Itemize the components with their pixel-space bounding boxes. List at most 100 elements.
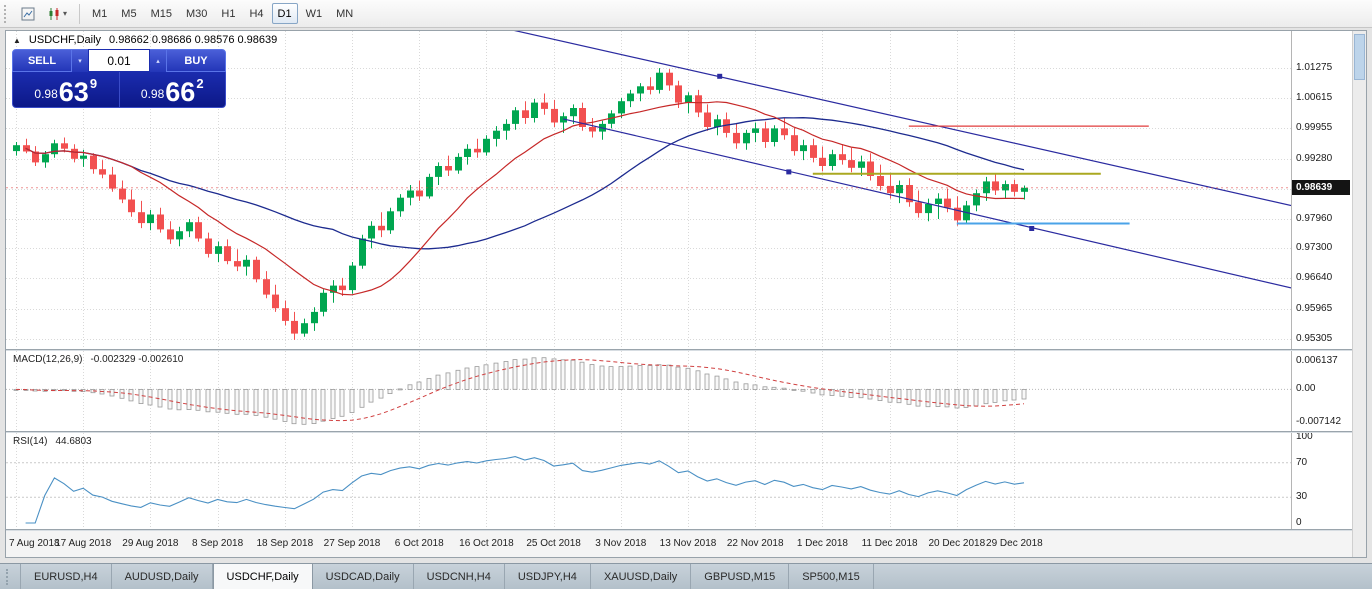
- date-label: 7 Aug 2018: [9, 538, 60, 549]
- rsi-grid: [16, 433, 1015, 529]
- rsi-indicator-label: RSI(14) 44.6803: [13, 436, 92, 447]
- macd-scale[interactable]: 0.006137 0.00 -0.007142: [1291, 351, 1352, 431]
- price-tick-label: 0.97960: [1296, 212, 1333, 224]
- chart-tabs-bar: EURUSD,H4 AUDUSD,Daily USDCHF,Daily USDCAD,…: [0, 563, 1372, 589]
- buy-price-display[interactable]: 0.98 66 2: [120, 72, 226, 107]
- sell-price-display[interactable]: 0.98 63 9: [13, 72, 120, 107]
- timeframe-m30-button[interactable]: M30: [180, 3, 213, 24]
- timeframe-h1-button[interactable]: H1: [215, 3, 241, 24]
- buy-price-sup: 2: [196, 76, 204, 91]
- chart-symbol-label: USDCHF,Daily: [28, 34, 102, 46]
- rsi-scale-label: 100: [1296, 433, 1313, 442]
- date-label: 18 Sep 2018: [256, 538, 314, 549]
- date-label: 6 Oct 2018: [394, 538, 444, 549]
- panel-resize-divider[interactable]: [6, 349, 1352, 351]
- chart-ohlc-header: ▲ USDCHF,Daily 0.98662 0.98686 0.98576 0…: [13, 34, 277, 46]
- new-chart-icon[interactable]: [15, 3, 41, 24]
- rsi-value: 44.6803: [55, 436, 92, 447]
- chart-tab-xauusd-daily[interactable]: XAUUSD,Daily: [591, 564, 692, 589]
- trendline-handle[interactable]: [1029, 226, 1035, 231]
- chart-tab-gbpusd-m15[interactable]: GBPUSD,M15: [691, 564, 790, 589]
- rsi-scale-label: 30: [1296, 491, 1308, 503]
- trendlines-layer[interactable]: [501, 31, 1291, 289]
- price-tick-label: 1.01275: [1296, 62, 1333, 74]
- sell-button[interactable]: SELL: [12, 49, 72, 72]
- trendline-handle[interactable]: [717, 73, 723, 79]
- time-axis[interactable]: 7 Aug 2018 17 Aug 2018 29 Aug 2018 8 Sep 20…: [6, 531, 1352, 557]
- candles-glyph: [49, 7, 59, 20]
- scrollbar-thumb[interactable]: [1354, 34, 1365, 80]
- volume-decrease-button[interactable]: ▾: [72, 49, 88, 72]
- chart-objects-icon[interactable]: ▾: [41, 3, 73, 24]
- date-label: 1 Dec 2018: [796, 538, 848, 549]
- price-scale[interactable]: 0.98639 1.012751.006150.999550.992800.98…: [1291, 31, 1352, 349]
- price-tick-label: 0.99955: [1296, 122, 1333, 134]
- date-label: 29 Aug 2018: [122, 538, 179, 549]
- timeframe-w1-button[interactable]: W1: [300, 3, 329, 24]
- chart-tab-eurusd-h4[interactable]: EURUSD,H4: [20, 564, 112, 589]
- chevron-down-icon: ▾: [63, 9, 68, 18]
- buy-button[interactable]: BUY: [166, 49, 226, 72]
- chart-tab-usdchf-daily[interactable]: USDCHF,Daily: [212, 564, 313, 589]
- price-tick-label: 0.95965: [1296, 302, 1333, 314]
- sell-price-prefix: 0.98: [34, 87, 58, 101]
- main-price-plot[interactable]: ▲ USDCHF,Daily 0.98662 0.98686 0.98576 0…: [6, 31, 1291, 349]
- trendline[interactable]: [501, 31, 1291, 207]
- timeframe-m15-button[interactable]: M15: [145, 3, 178, 24]
- chart-tab-usdjpy-h4[interactable]: USDJPY,H4: [505, 564, 591, 589]
- chart-scrollbar[interactable]: [1352, 31, 1366, 557]
- timeframe-d1-button[interactable]: D1: [271, 3, 298, 24]
- ma-slow-line[interactable]: [25, 117, 1025, 250]
- timeframe-mn-button[interactable]: MN: [330, 3, 359, 24]
- rsi-scale-label: 0: [1296, 517, 1302, 528]
- chart-tab-audusd-daily[interactable]: AUDUSD,Daily: [112, 564, 213, 589]
- macd-values: -0.002329 -0.002610: [90, 354, 184, 365]
- date-label: 3 Nov 2018: [595, 538, 647, 549]
- sell-price-sup: 9: [89, 76, 98, 91]
- trendline-handle[interactable]: [786, 169, 792, 175]
- timeframe-m1-button[interactable]: M1: [86, 3, 113, 24]
- price-tick-label: 0.96640: [1296, 272, 1333, 284]
- toolbar-drag-handle[interactable]: [4, 4, 10, 23]
- macd-panel[interactable]: MACD(12,26,9) -0.002329 -0.002610: [6, 351, 1291, 431]
- buy-price-big: 66: [165, 77, 196, 107]
- volume-input[interactable]: [88, 49, 150, 72]
- macd-histogram: [13, 357, 1027, 425]
- timeframe-m5-button[interactable]: M5: [115, 3, 142, 24]
- date-label: 11 Dec 2018: [861, 538, 918, 549]
- date-label: 25 Oct 2018: [526, 538, 581, 549]
- rsi-panel[interactable]: RSI(14) 44.6803: [6, 433, 1291, 529]
- macd-name: MACD(12,26,9): [13, 354, 83, 365]
- timeframe-button-group: M1 M5 M15 M30 H1 H4 D1 W1 MN: [86, 3, 359, 24]
- macd-indicator-label: MACD(12,26,9) -0.002329 -0.002610: [13, 354, 183, 365]
- chart-tab-usdcad-daily[interactable]: USDCAD,Daily: [313, 564, 414, 589]
- panel-resize-divider[interactable]: [6, 529, 1352, 531]
- date-label: 8 Sep 2018: [192, 538, 244, 549]
- candlestick-series[interactable]: [13, 68, 1028, 340]
- timeframe-h4-button[interactable]: H4: [243, 3, 269, 24]
- sell-price-big: 63: [58, 77, 89, 107]
- date-label: 16 Oct 2018: [459, 538, 514, 549]
- date-label: 29 Dec 2018: [986, 538, 1043, 549]
- chart-ohlc-values: 0.98662 0.98686 0.98576 0.98639: [109, 34, 278, 46]
- collapse-trade-panel-icon[interactable]: ▲: [13, 35, 21, 45]
- timeframes-toolbar: ▾ M1 M5 M15 M30 H1 H4 D1 W1 MN: [0, 0, 1372, 28]
- rsi-scale-label: 70: [1296, 456, 1308, 468]
- macd-scale-label: -0.007142: [1296, 416, 1342, 427]
- ma-fast-line[interactable]: [25, 101, 1025, 296]
- panel-resize-divider[interactable]: [6, 431, 1352, 433]
- caret-down-icon: ▾: [78, 58, 82, 65]
- price-tick-label: 0.97300: [1296, 242, 1333, 254]
- price-tick-label: 0.95305: [1296, 332, 1333, 344]
- macd-scale-label: 0.006137: [1296, 355, 1338, 366]
- chart-tab-usdcnh-h4[interactable]: USDCNH,H4: [414, 564, 505, 589]
- chart-tab-sp500-m15[interactable]: SP500,M15: [789, 564, 874, 589]
- tabbar-drag-handle[interactable]: [6, 569, 14, 585]
- rsi-scale[interactable]: 100 70 30 0: [1291, 433, 1352, 529]
- trendline[interactable]: [563, 118, 1291, 289]
- toolbar-separator: [79, 3, 81, 24]
- mini-chart-glyph: [21, 7, 35, 20]
- volume-increase-button[interactable]: ▴: [150, 49, 166, 72]
- date-label: 20 Dec 2018: [928, 538, 986, 549]
- current-price-badge: 0.98639: [1292, 179, 1350, 195]
